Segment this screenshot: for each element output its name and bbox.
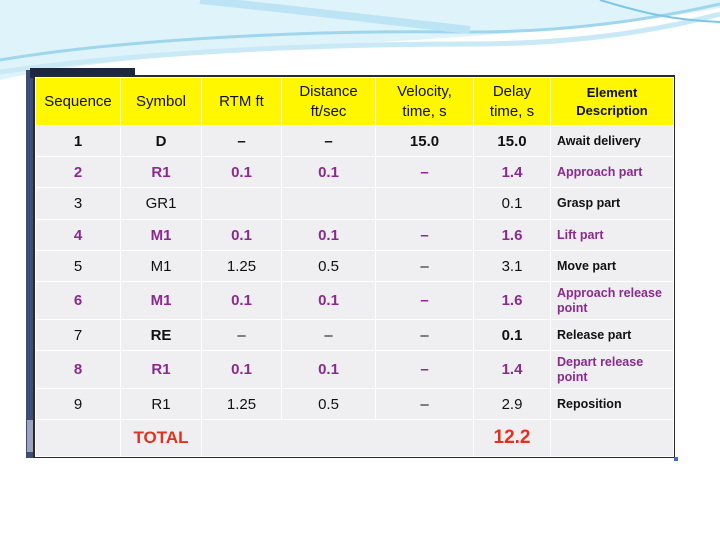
- cell-rtm: –: [201, 125, 282, 157]
- cell-distance: –: [281, 125, 376, 157]
- cell-symbol: GR1: [120, 187, 202, 220]
- table-row: 5 M1 1.25 0.5 – 3.1 Move part: [35, 250, 674, 282]
- cell-rtm: 1.25: [201, 250, 282, 282]
- cell-symbol: R1: [120, 388, 202, 420]
- cell-velocity: –: [375, 219, 474, 251]
- cell-description: Grasp part: [550, 187, 674, 220]
- table-row: 4 M1 0.1 0.1 – 1.6 Lift part: [35, 219, 674, 251]
- cell-description: Release part: [550, 319, 674, 351]
- cell-description: Reposition: [550, 388, 674, 420]
- cell-rtm: –: [201, 319, 282, 351]
- cell-rtm: 0.1: [201, 156, 282, 188]
- cell-rtm: 0.1: [201, 281, 282, 320]
- header-distance: Distance ft/sec: [281, 77, 376, 126]
- cell-delay: 2.9: [473, 388, 551, 420]
- cell-sequence: 9: [35, 388, 121, 420]
- cell-delay: 1.6: [473, 281, 551, 320]
- cell-description: Approach release point: [550, 281, 674, 320]
- cell-description: Await delivery: [550, 125, 674, 157]
- cell-sequence: 6: [35, 281, 121, 320]
- cell-distance: 0.5: [281, 388, 376, 420]
- cell-distance: [281, 187, 376, 220]
- total-row: TOTAL 12.2: [35, 419, 674, 457]
- cell-sequence: 7: [35, 319, 121, 351]
- cell-sequence: 4: [35, 219, 121, 251]
- cell-blank: [550, 419, 674, 457]
- total-label: TOTAL: [120, 419, 202, 457]
- cell-velocity: [375, 187, 474, 220]
- header-velocity: Velocity, time, s: [375, 77, 474, 126]
- edge-mark: [27, 420, 33, 452]
- cell-sequence: 8: [35, 350, 121, 389]
- cell-velocity: –: [375, 350, 474, 389]
- cell-distance: –: [281, 319, 376, 351]
- cell-symbol: R1: [120, 350, 202, 389]
- cell-sequence: 3: [35, 187, 121, 220]
- motion-time-table: Sequence Symbol RTM ft Distance ft/sec V…: [33, 75, 675, 458]
- cell-symbol: M1: [120, 219, 202, 251]
- cell-rtm: [201, 187, 282, 220]
- header-element-description: Element Description: [550, 77, 674, 126]
- cell-description: Lift part: [550, 219, 674, 251]
- table-row: 8 R1 0.1 0.1 – 1.4 Depart release point: [35, 350, 674, 389]
- corner-dot: [674, 457, 678, 461]
- table-row: 1 D – – 15.0 15.0 Await delivery: [35, 125, 674, 157]
- cell-distance: 0.1: [281, 281, 376, 320]
- cell-symbol: M1: [120, 281, 202, 320]
- cell-delay: 1.6: [473, 219, 551, 251]
- cell-velocity: 15.0: [375, 125, 474, 157]
- total-value: 12.2: [473, 419, 551, 457]
- header-rtm: RTM ft: [201, 77, 282, 126]
- left-accent-strip: [26, 70, 36, 458]
- cell-distance: 0.5: [281, 250, 376, 282]
- cell-rtm: 0.1: [201, 350, 282, 389]
- cell-delay: 0.1: [473, 187, 551, 220]
- cell-velocity: –: [375, 388, 474, 420]
- cell-velocity: –: [375, 156, 474, 188]
- cell-blank: [35, 419, 121, 457]
- table-row: 9 R1 1.25 0.5 – 2.9 Reposition: [35, 388, 674, 420]
- cell-delay: 1.4: [473, 156, 551, 188]
- header-row: Sequence Symbol RTM ft Distance ft/sec V…: [35, 77, 674, 126]
- cell-rtm: 1.25: [201, 388, 282, 420]
- decorative-swoosh-banner: [0, 0, 720, 80]
- cell-symbol: RE: [120, 319, 202, 351]
- table-row: 7 RE – – – 0.1 Release part: [35, 319, 674, 351]
- cell-sequence: 2: [35, 156, 121, 188]
- cell-sequence: 5: [35, 250, 121, 282]
- table-row: 3 GR1 0.1 Grasp part: [35, 187, 674, 220]
- cell-delay: 3.1: [473, 250, 551, 282]
- cell-sequence: 1: [35, 125, 121, 157]
- cell-description: Approach part: [550, 156, 674, 188]
- cell-symbol: M1: [120, 250, 202, 282]
- cell-description: Depart release point: [550, 350, 674, 389]
- cell-velocity: –: [375, 250, 474, 282]
- cell-delay: 15.0: [473, 125, 551, 157]
- cell-delay: 0.1: [473, 319, 551, 351]
- header-delay: Delay time, s: [473, 77, 551, 126]
- header-sequence: Sequence: [35, 77, 121, 126]
- cell-symbol: D: [120, 125, 202, 157]
- cell-blank: [201, 419, 474, 457]
- cell-description: Move part: [550, 250, 674, 282]
- cell-distance: 0.1: [281, 350, 376, 389]
- cell-distance: 0.1: [281, 156, 376, 188]
- cell-rtm: 0.1: [201, 219, 282, 251]
- table-row: 2 R1 0.1 0.1 – 1.4 Approach part: [35, 156, 674, 188]
- cell-symbol: R1: [120, 156, 202, 188]
- top-accent-strip: [30, 68, 135, 78]
- cell-delay: 1.4: [473, 350, 551, 389]
- table-row: 6 M1 0.1 0.1 – 1.6 Approach release poin…: [35, 281, 674, 320]
- cell-velocity: –: [375, 281, 474, 320]
- header-symbol: Symbol: [120, 77, 202, 126]
- cell-velocity: –: [375, 319, 474, 351]
- cell-distance: 0.1: [281, 219, 376, 251]
